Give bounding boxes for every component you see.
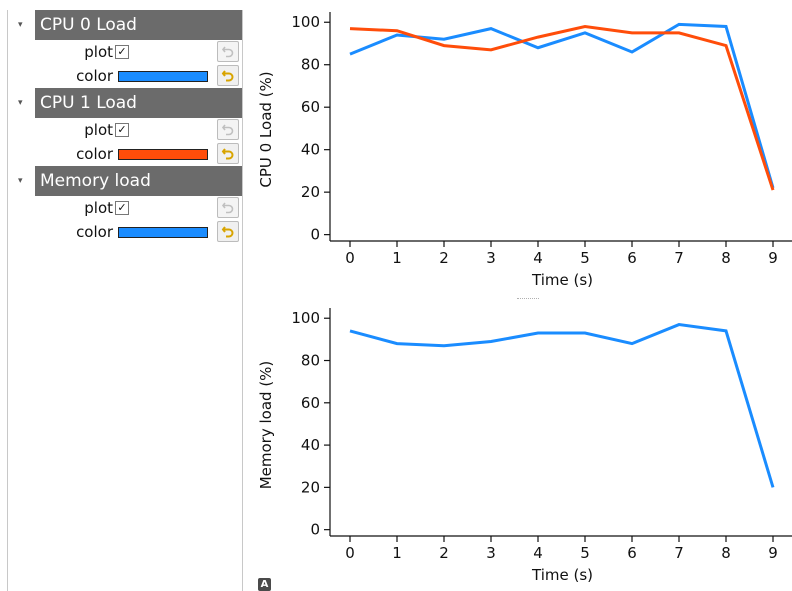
x-tick-label: 1: [392, 544, 402, 562]
plot-checkbox[interactable]: ✓: [115, 45, 129, 59]
group-header[interactable]: Memory load: [35, 166, 242, 196]
y-tick-label: 40: [301, 141, 320, 159]
param-label: color: [76, 145, 113, 163]
x-axis-label: Time (s): [531, 271, 593, 289]
reset-button[interactable]: [217, 119, 239, 140]
x-tick-label: 3: [486, 249, 496, 267]
reset-button[interactable]: [217, 65, 239, 86]
x-tick-label: 7: [674, 544, 684, 562]
undo-arrow-icon: [221, 46, 234, 58]
group-memory-load[interactable]: ▾ Memory load: [8, 166, 242, 196]
x-tick-label: 9: [768, 249, 778, 267]
x-tick-label: 8: [721, 249, 731, 267]
splitter-handle[interactable]: [517, 298, 539, 301]
y-tick-label: 20: [301, 478, 320, 496]
color-swatch[interactable]: [118, 71, 208, 82]
group-title: Memory load: [40, 171, 151, 191]
x-tick-label: 5: [580, 249, 590, 267]
y-tick-label: 20: [301, 183, 320, 201]
param-row-color: color: [8, 220, 242, 244]
reset-button[interactable]: [217, 143, 239, 164]
y-tick-label: 80: [301, 352, 320, 370]
undo-arrow-icon: [221, 226, 234, 238]
x-tick-label: 6: [627, 544, 637, 562]
group-header[interactable]: CPU 0 Load: [35, 10, 242, 40]
y-tick-label: 80: [301, 56, 320, 74]
y-tick-label: 60: [301, 98, 320, 116]
plot-checkbox[interactable]: ✓: [115, 123, 129, 137]
param-label: plot: [84, 121, 113, 139]
param-row-plot: plot ✓: [8, 40, 242, 64]
y-tick-label: 60: [301, 394, 320, 412]
group-cpu1-load[interactable]: ▾ CPU 1 Load: [8, 88, 242, 118]
x-tick-label: 7: [674, 249, 684, 267]
x-tick-label: 3: [486, 544, 496, 562]
param-row-plot: plot ✓: [8, 118, 242, 142]
x-tick-label: 2: [439, 249, 449, 267]
y-tick-label: 0: [310, 226, 320, 244]
param-row-plot: plot ✓: [8, 196, 242, 220]
param-label: plot: [84, 199, 113, 217]
x-tick-label: 1: [392, 249, 402, 267]
series-line-0: [349, 323, 775, 488]
undo-arrow-icon: [221, 124, 234, 136]
x-tick-label: 0: [345, 544, 355, 562]
plot-checkbox[interactable]: ✓: [115, 201, 129, 215]
y-axis-label: Memory load (%): [257, 361, 275, 490]
reset-button[interactable]: [217, 197, 239, 218]
color-swatch[interactable]: [118, 227, 208, 238]
series-line-0: [349, 22, 775, 189]
y-tick-label: 100: [291, 309, 320, 327]
reset-button[interactable]: [217, 41, 239, 62]
param-row-color: color: [8, 142, 242, 166]
x-tick-label: 0: [345, 249, 355, 267]
reset-button[interactable]: [217, 221, 239, 242]
y-tick-label: 40: [301, 436, 320, 454]
expand-arrow-icon[interactable]: ▾: [18, 98, 23, 108]
x-axis-label: Time (s): [531, 566, 593, 584]
expand-arrow-icon[interactable]: ▾: [18, 20, 23, 30]
group-title: CPU 1 Load: [40, 93, 137, 113]
param-label: plot: [84, 43, 113, 61]
undo-arrow-icon: [221, 70, 234, 82]
x-tick-label: 2: [439, 544, 449, 562]
undo-arrow-icon: [221, 148, 234, 160]
group-header[interactable]: CPU 1 Load: [35, 88, 242, 118]
parameter-tree: ▾ CPU 0 Load plot ✓ color: [7, 10, 243, 591]
param-row-color: color: [8, 64, 242, 88]
y-tick-label: 100: [291, 13, 320, 31]
x-tick-label: 5: [580, 544, 590, 562]
x-tick-label: 6: [627, 249, 637, 267]
x-tick-label: 9: [768, 544, 778, 562]
param-label: color: [76, 223, 113, 241]
x-tick-label: 8: [721, 544, 731, 562]
y-axis-label: CPU 0 Load (%): [257, 71, 275, 187]
param-label: color: [76, 67, 113, 85]
x-tick-label: 4: [533, 249, 543, 267]
color-swatch[interactable]: [118, 149, 208, 160]
y-tick-label: 0: [310, 521, 320, 539]
auto-range-button[interactable]: A: [258, 578, 271, 591]
expand-arrow-icon[interactable]: ▾: [18, 176, 23, 186]
group-title: CPU 0 Load: [40, 15, 137, 35]
group-cpu0-load[interactable]: ▾ CPU 0 Load: [8, 10, 242, 40]
undo-arrow-icon: [221, 202, 234, 214]
x-tick-label: 4: [533, 544, 543, 562]
series-line-1: [349, 24, 775, 191]
